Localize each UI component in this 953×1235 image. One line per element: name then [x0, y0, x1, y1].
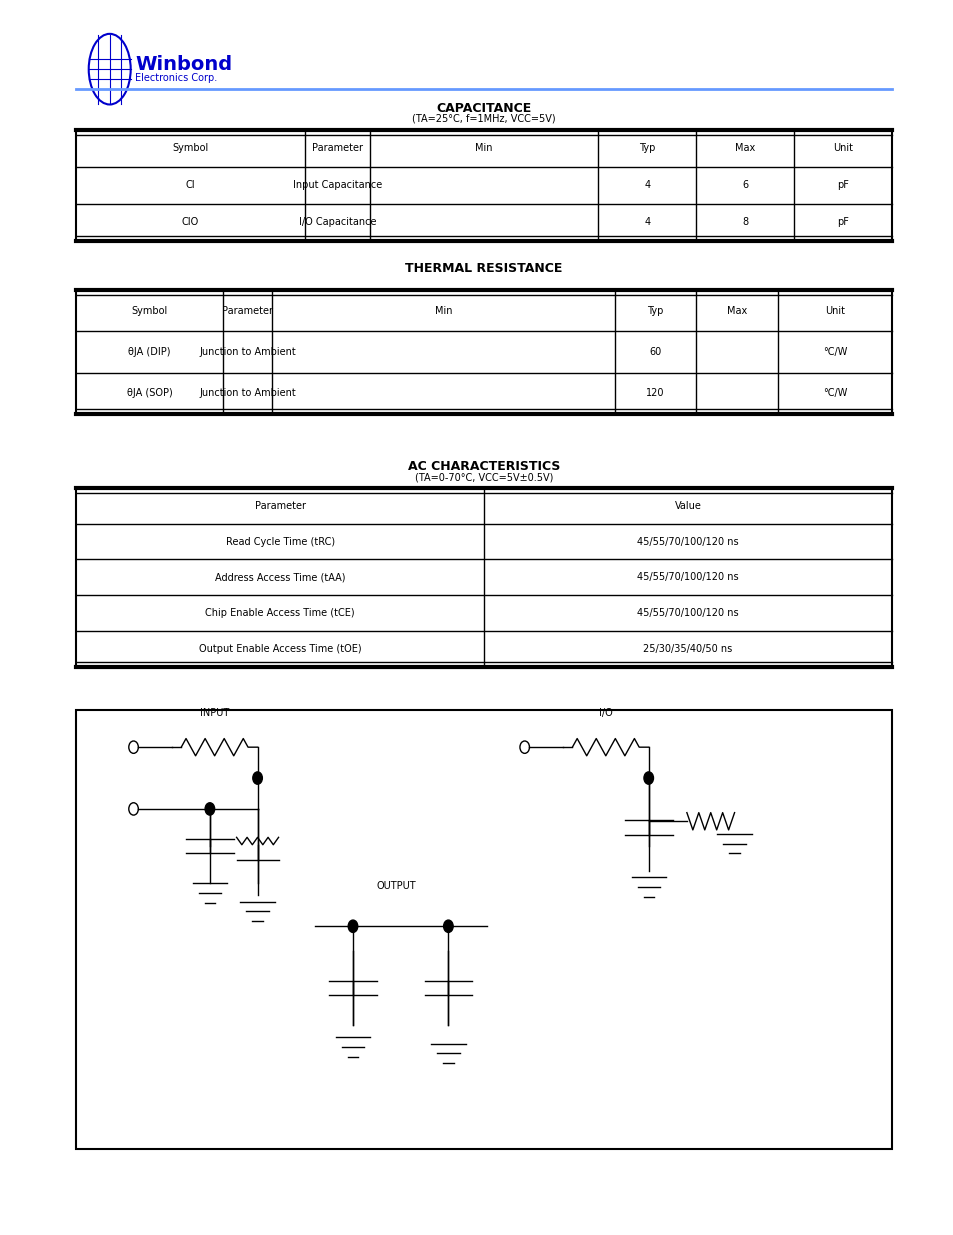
- Text: Max: Max: [726, 306, 746, 316]
- Text: CIO: CIO: [182, 217, 199, 227]
- Text: Read Cycle Time (tRC): Read Cycle Time (tRC): [226, 536, 335, 547]
- Text: 45/55/70/100/120 ns: 45/55/70/100/120 ns: [637, 536, 739, 547]
- Text: I/O Capacitance: I/O Capacitance: [298, 217, 375, 227]
- Circle shape: [348, 920, 357, 932]
- Circle shape: [643, 772, 653, 784]
- Circle shape: [443, 920, 453, 932]
- Text: 25/30/35/40/50 ns: 25/30/35/40/50 ns: [642, 643, 732, 655]
- Text: AC CHARACTERISTICS: AC CHARACTERISTICS: [408, 459, 559, 473]
- Text: THERMAL RESISTANCE: THERMAL RESISTANCE: [405, 262, 562, 275]
- Text: Electronics Corp.: Electronics Corp.: [135, 73, 217, 83]
- Text: Min: Min: [435, 306, 452, 316]
- Text: CAPACITANCE: CAPACITANCE: [436, 101, 531, 115]
- Text: Input Capacitance: Input Capacitance: [293, 180, 381, 190]
- Text: Parameter: Parameter: [222, 306, 273, 316]
- Text: Junction to Ambient: Junction to Ambient: [199, 347, 295, 357]
- Text: Address Access Time (tAA): Address Access Time (tAA): [214, 572, 345, 583]
- Text: I/O: I/O: [598, 709, 612, 719]
- Text: (TA=0-70°C, VCC=5V±0.5V): (TA=0-70°C, VCC=5V±0.5V): [415, 473, 553, 483]
- Text: 4: 4: [643, 217, 650, 227]
- Text: OUTPUT: OUTPUT: [375, 882, 416, 892]
- Text: (TA=25°C, f=1MHz, VCC=5V): (TA=25°C, f=1MHz, VCC=5V): [412, 114, 556, 124]
- Text: °C/W: °C/W: [821, 388, 846, 398]
- Text: CI: CI: [186, 180, 195, 190]
- Text: 45/55/70/100/120 ns: 45/55/70/100/120 ns: [637, 608, 739, 619]
- Text: Max: Max: [734, 143, 755, 153]
- Text: Typ: Typ: [639, 143, 655, 153]
- Text: Value: Value: [674, 500, 700, 511]
- Text: Min: Min: [475, 143, 493, 153]
- FancyBboxPatch shape: [76, 710, 891, 1149]
- Text: pF: pF: [836, 217, 848, 227]
- Text: Chip Enable Access Time (tCE): Chip Enable Access Time (tCE): [205, 608, 355, 619]
- Text: 4: 4: [643, 180, 650, 190]
- Text: Typ: Typ: [646, 306, 663, 316]
- Text: Unit: Unit: [832, 143, 852, 153]
- Text: Winbond: Winbond: [135, 54, 233, 74]
- Text: 120: 120: [645, 388, 664, 398]
- Text: 6: 6: [741, 180, 747, 190]
- Text: INPUT: INPUT: [200, 709, 229, 719]
- FancyBboxPatch shape: [76, 488, 891, 667]
- Text: Parameter: Parameter: [254, 500, 305, 511]
- Text: Parameter: Parameter: [312, 143, 362, 153]
- Text: θJA (DIP): θJA (DIP): [129, 347, 171, 357]
- Text: Symbol: Symbol: [172, 143, 209, 153]
- Text: °C/W: °C/W: [821, 347, 846, 357]
- Text: 8: 8: [741, 217, 747, 227]
- Circle shape: [253, 772, 262, 784]
- FancyBboxPatch shape: [76, 290, 891, 414]
- Text: pF: pF: [836, 180, 848, 190]
- Text: Unit: Unit: [824, 306, 844, 316]
- Circle shape: [205, 803, 214, 815]
- Text: 45/55/70/100/120 ns: 45/55/70/100/120 ns: [637, 572, 739, 583]
- Text: 60: 60: [649, 347, 660, 357]
- Text: Output Enable Access Time (tOE): Output Enable Access Time (tOE): [199, 643, 361, 655]
- Text: Junction to Ambient: Junction to Ambient: [199, 388, 295, 398]
- Text: θJA (SOP): θJA (SOP): [127, 388, 172, 398]
- Text: Symbol: Symbol: [132, 306, 168, 316]
- FancyBboxPatch shape: [76, 130, 891, 241]
